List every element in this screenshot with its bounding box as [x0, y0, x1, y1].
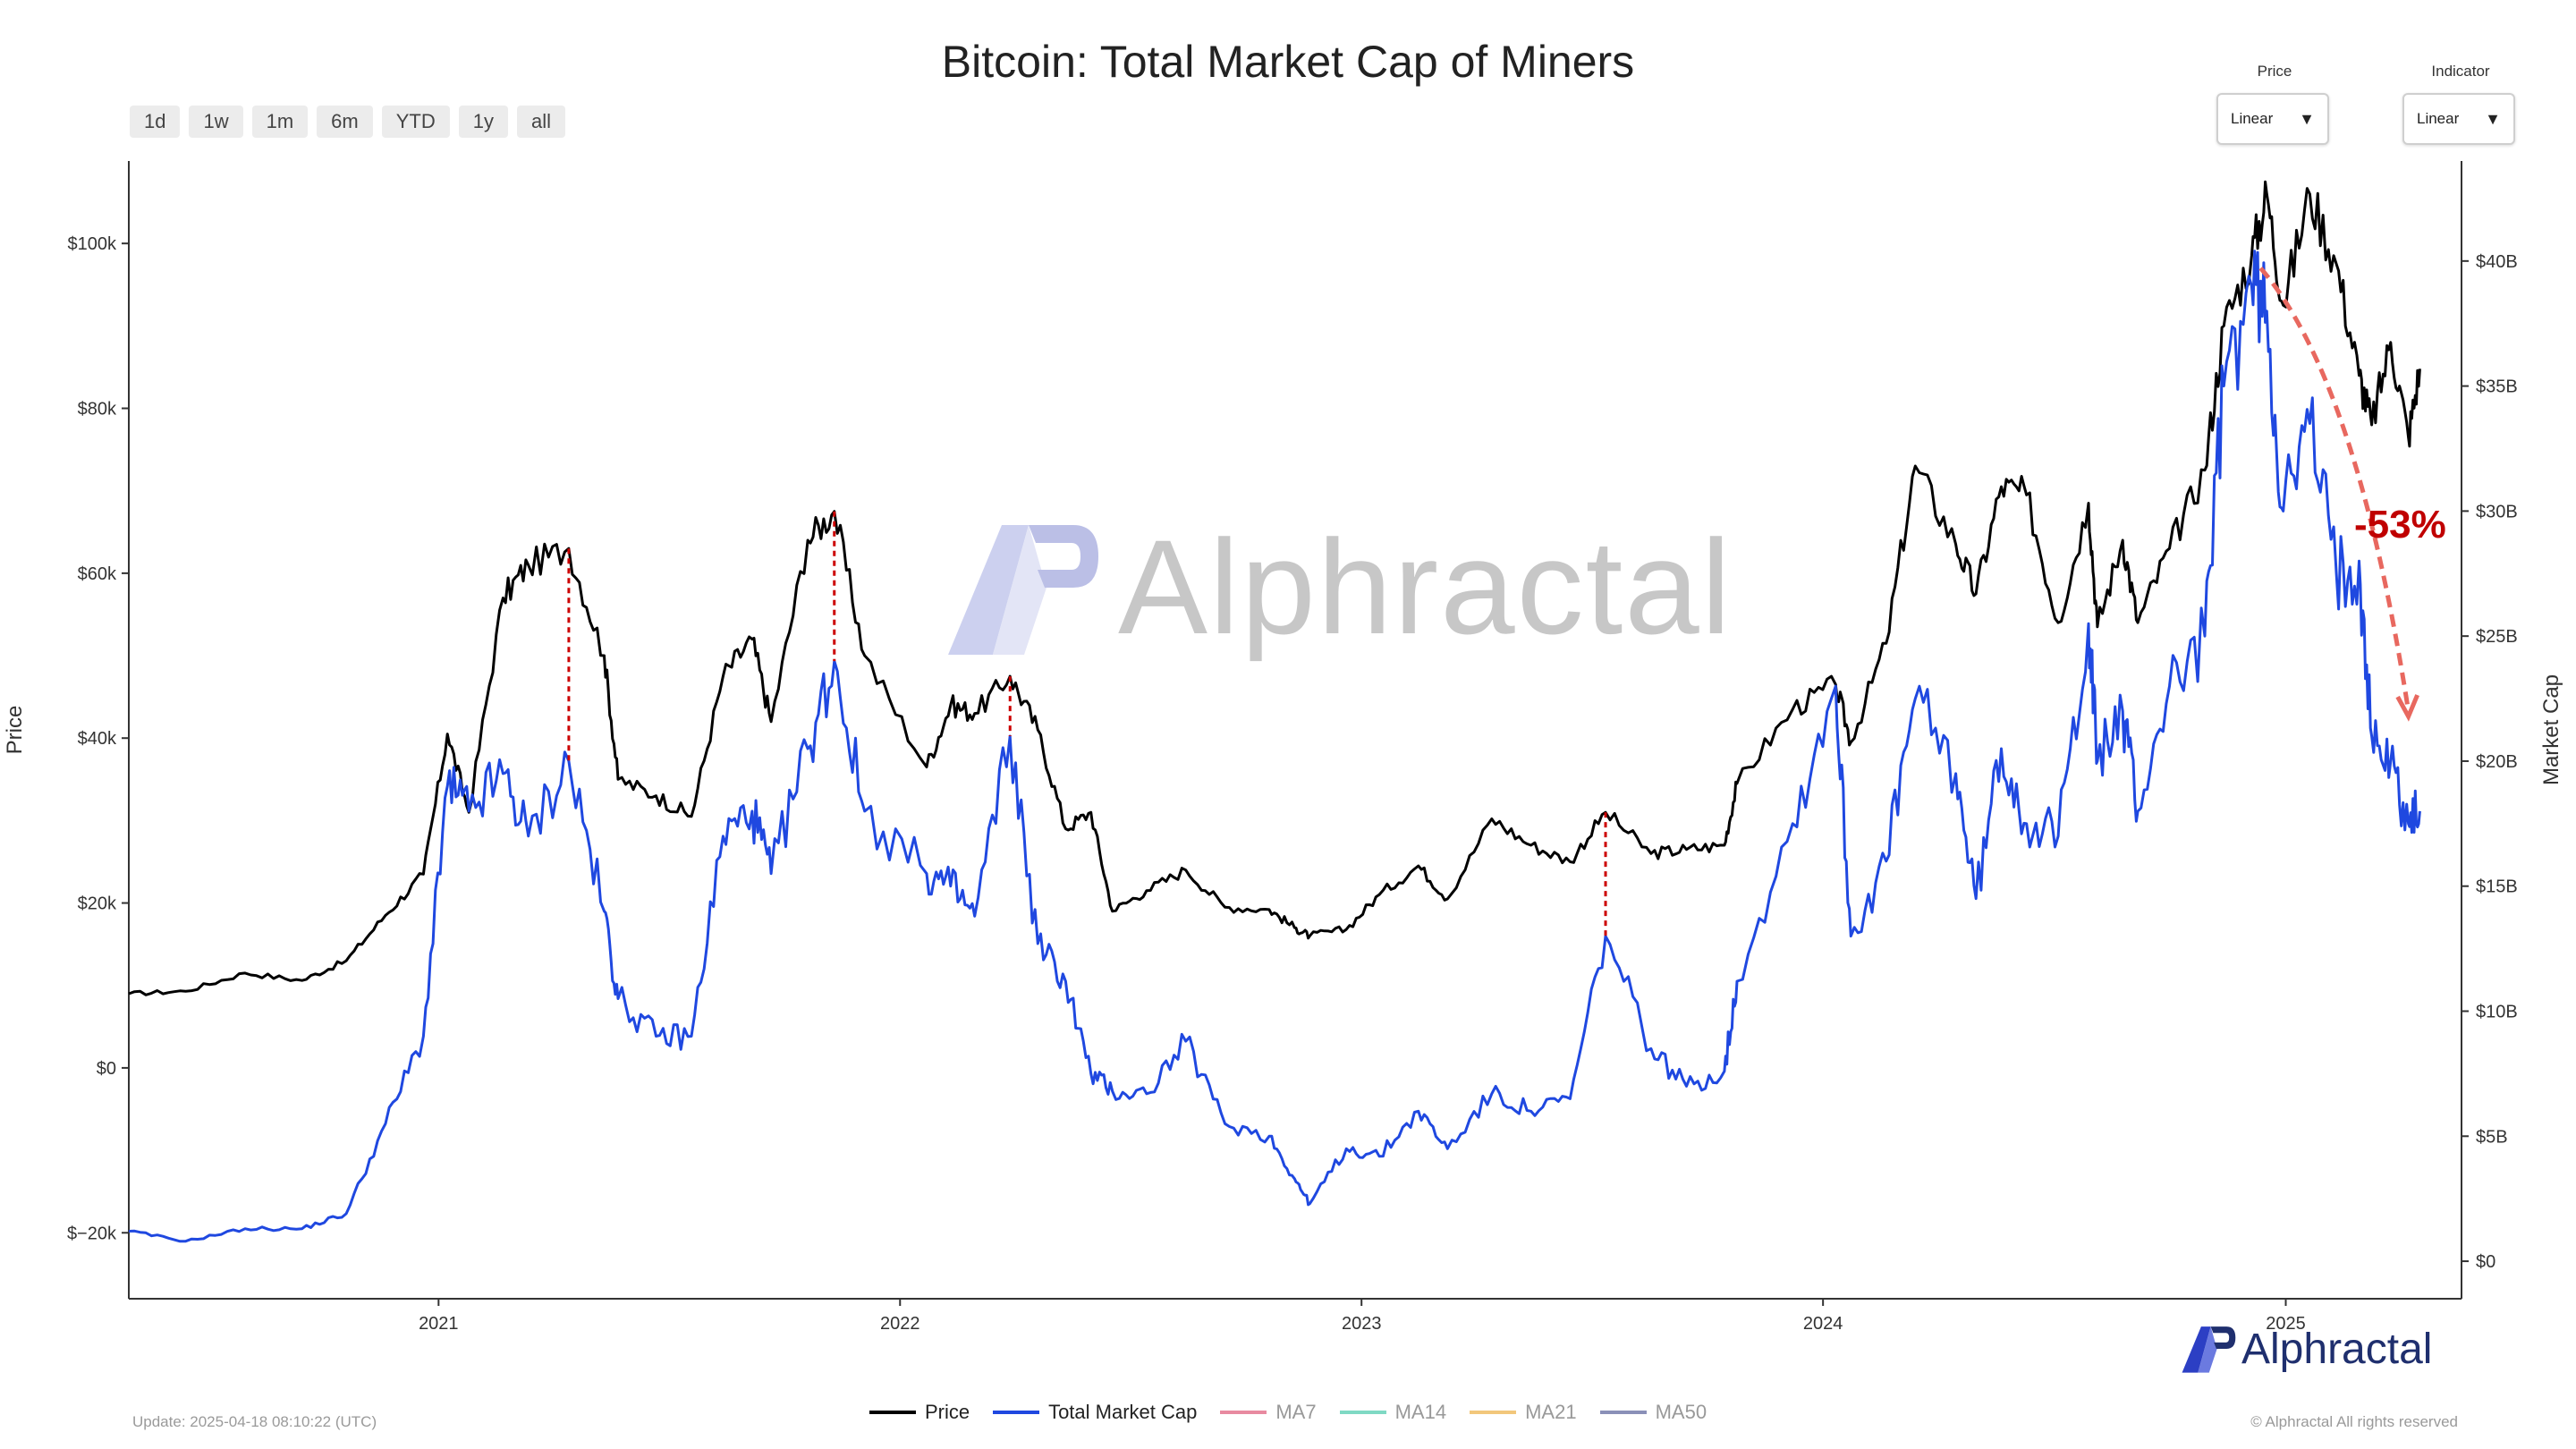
indicator-scale-label: Indicator: [2431, 63, 2490, 80]
legend-item-price[interactable]: Price: [869, 1401, 970, 1424]
indicator-scale-selector: Indicator Linear ▼: [2402, 63, 2519, 145]
x-tick-label: 2024: [1803, 1314, 1843, 1334]
watermark-text: Alphractal: [1118, 512, 1733, 662]
alphractal-logo-icon: [948, 524, 1098, 655]
y-left-tick-label: $100k: [68, 234, 117, 254]
legend-swatch: [1470, 1411, 1517, 1414]
watermark: Alphractal: [939, 510, 1733, 665]
legend-item-ma50[interactable]: MA50: [1599, 1401, 1707, 1424]
range-button-1w[interactable]: 1w: [189, 106, 243, 138]
indicator-scale-dropdown[interactable]: Linear ▼: [2402, 93, 2515, 145]
range-button-1m[interactable]: 1m: [251, 106, 309, 138]
y-left-tick-label: $20k: [78, 894, 117, 914]
chart-title: Bitcoin: Total Market Cap of Miners: [941, 37, 1635, 87]
drawdown-arrow: [2258, 267, 2411, 712]
legend-item-total-market-cap[interactable]: Total Market Cap: [993, 1401, 1197, 1424]
legend-label: MA21: [1525, 1401, 1577, 1423]
price-scale-value: Linear: [2231, 110, 2274, 127]
y-left-tick-label: $80k: [78, 400, 117, 419]
legend-item-ma7[interactable]: MA7: [1220, 1401, 1317, 1424]
y-left-tick-label: $60k: [78, 564, 117, 584]
arrowhead-icon: [2395, 694, 2419, 722]
x-tick-label: 2023: [1342, 1314, 1382, 1334]
legend-label: MA7: [1275, 1401, 1317, 1423]
y-right-tick-label: $20B: [2476, 752, 2518, 772]
y-right-tick-label: $0: [2476, 1252, 2496, 1272]
y-axis-right-label: Market Cap: [2539, 674, 2563, 785]
range-button-all[interactable]: all: [516, 106, 565, 138]
range-button-6m[interactable]: 6m: [317, 106, 373, 138]
y-left-tick-label: $−20k: [67, 1224, 117, 1243]
y-right-tick-label: $35B: [2476, 377, 2518, 397]
alphractal-logo-icon: [2182, 1326, 2236, 1373]
legend-item-ma14[interactable]: MA14: [1339, 1401, 1447, 1424]
copyright: © Alphractal All rights reserved: [2250, 1413, 2458, 1430]
price-scale-dropdown[interactable]: Linear ▼: [2216, 93, 2329, 145]
legend-label: MA50: [1655, 1401, 1707, 1423]
legend-label: Total Market Cap: [1048, 1401, 1198, 1423]
legend: Price Total Market Cap MA7 MA14 MA21 MA5…: [0, 1401, 2576, 1424]
legend-swatch: [869, 1411, 916, 1414]
brand-text: Alphractal: [2241, 1325, 2433, 1373]
legend-swatch: [1339, 1411, 1386, 1414]
range-button-1d[interactable]: 1d: [130, 106, 181, 138]
legend-item-ma21[interactable]: MA21: [1470, 1401, 1577, 1424]
x-tick-label: 2021: [419, 1314, 459, 1334]
brand-logo: Alphractal: [2179, 1322, 2432, 1376]
price-scale-selector: Price Linear ▼: [2216, 63, 2333, 145]
y-right-tick-label: $30B: [2476, 502, 2518, 521]
legend-swatch: [993, 1411, 1040, 1414]
y-right-tick-label: $10B: [2476, 1003, 2518, 1022]
caret-down-icon: ▼: [2299, 109, 2315, 128]
y-right-tick-label: $40B: [2476, 252, 2518, 272]
range-selector: 1d 1w 1m 6m YTD 1y all: [130, 106, 565, 138]
price-series-line: [128, 180, 2421, 996]
y-right-tick-label: $25B: [2476, 627, 2518, 647]
update-timestamp: Update: 2025-04-18 08:10:22 (UTC): [132, 1413, 377, 1430]
legend-label: Price: [924, 1401, 970, 1423]
y-right-tick-label: $15B: [2476, 877, 2518, 897]
caret-down-icon: ▼: [2485, 109, 2501, 128]
drawdown-annotation: -53%: [2354, 503, 2446, 547]
range-button-1y[interactable]: 1y: [458, 106, 508, 138]
legend-swatch: [1599, 1411, 1647, 1414]
y-axis-left-label: Price: [3, 706, 27, 755]
legend-label: MA14: [1394, 1401, 1447, 1423]
x-tick-label: 2022: [880, 1314, 920, 1334]
price-scale-label: Price: [2257, 63, 2292, 80]
legend-swatch: [1220, 1411, 1267, 1414]
indicator-scale-value: Linear: [2417, 110, 2460, 127]
market-cap-series-line: [128, 250, 2421, 1243]
range-button-ytd[interactable]: YTD: [381, 106, 450, 138]
y-left-tick-label: $0: [97, 1059, 116, 1079]
y-right-tick-label: $5B: [2476, 1127, 2508, 1147]
y-left-tick-label: $40k: [78, 729, 117, 749]
x-tick-label: 2025: [2266, 1314, 2306, 1334]
